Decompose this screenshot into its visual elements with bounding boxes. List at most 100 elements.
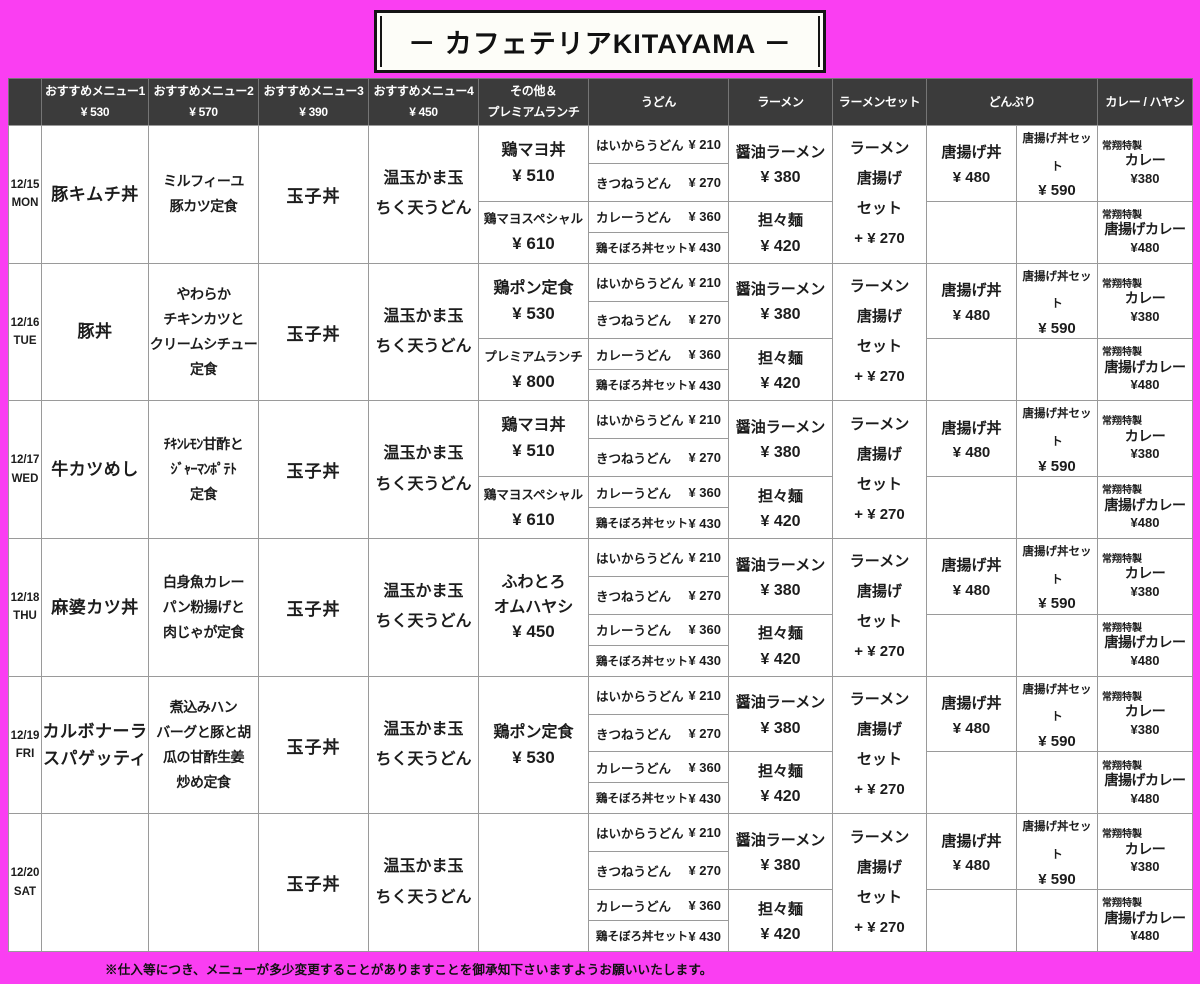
donburi-set-price: ¥ 590 <box>1038 870 1076 888</box>
donburi-name: 唐揚げ丼 <box>941 419 1002 437</box>
cell-donburi: 唐揚げ丼 ¥ 480 <box>926 400 1017 478</box>
cell-udon-item: きつねうどん ¥ 270 <box>588 300 729 340</box>
cell-recommend1: カルボナーラ スパゲッティ <box>41 675 149 815</box>
curry-price: ¥480 <box>1130 515 1160 531</box>
curry-name: カレー <box>1124 840 1166 857</box>
udon-price: ¥ 270 <box>688 587 721 603</box>
curry-name: 唐揚げカレー <box>1104 221 1187 238</box>
header-other-premium: その他＆ プレミアムランチ <box>478 78 589 126</box>
menu-item-name: 鶏マヨスペシャル <box>483 487 584 502</box>
menu-item-name: 鶏ポン定食 <box>493 279 574 297</box>
menu-item-price: ¥ 610 <box>512 509 555 529</box>
cell-udon-item: 鶏そぼろ丼セット ¥ 430 <box>588 231 729 264</box>
cell-udon-item: きつねうどん ¥ 270 <box>588 438 729 478</box>
udon-name: 鶏そぼろ丼セット <box>596 380 688 393</box>
cell-other-bottom: プレミアムランチ ¥ 800 <box>478 338 589 402</box>
cell-udon-item: きつねうどん ¥ 270 <box>588 713 729 753</box>
udon-name: はいからうどん <box>596 827 684 842</box>
table-header: おすすめメニュー1 ¥ 530 おすすめメニュー2 ¥ 570 おすすめメニュー… <box>8 78 1193 126</box>
curry-tag: 常翔特製 <box>1102 553 1142 565</box>
menu-subrow: 鶏そぼろ丼セット ¥ 430 <box>9 231 1193 264</box>
cell-recommend3: 玉子丼 <box>258 400 369 540</box>
menu-item-price: ¥ 450 <box>512 622 555 642</box>
udon-price: ¥ 360 <box>688 759 721 775</box>
curry-name: カレー <box>1124 290 1166 307</box>
cell-curry-top: 常翔特製 カレー ¥380 <box>1097 400 1193 478</box>
cell-udon-item: 鶏そぼろ丼セット ¥ 430 <box>588 507 729 540</box>
curry-name: 唐揚げカレー <box>1104 772 1187 789</box>
cell-curry-bottom: 常翔特製 唐揚げカレー ¥480 <box>1097 476 1193 540</box>
cell-udon-item: はいからうどん ¥ 210 <box>588 675 729 715</box>
donburi-set-price: ¥ 590 <box>1038 319 1076 337</box>
udon-price: ¥ 210 <box>688 136 721 152</box>
cell-recommend1: 牛カツめし <box>41 400 149 540</box>
curry-price: ¥380 <box>1130 308 1160 324</box>
udon-name: 鶏そぼろ丼セット <box>596 931 688 944</box>
cell-donburi: 唐揚げ丼 ¥ 480 <box>926 675 1017 753</box>
ramen-price: ¥ 420 <box>760 650 801 668</box>
udon-name: きつねうどん <box>596 452 672 467</box>
cell-recommend3: 玉子丼 <box>258 538 369 677</box>
cell-curry-top: 常翔特製 カレー ¥380 <box>1097 813 1193 891</box>
cell-recommend1: 麻婆カツ丼 <box>41 538 149 677</box>
udon-price: ¥ 360 <box>688 484 721 500</box>
udon-price: ¥ 210 <box>688 412 721 428</box>
udon-name: 鶏そぼろ丼セット <box>596 655 688 668</box>
menu-table: おすすめメニュー1 ¥ 530 おすすめメニュー2 ¥ 570 おすすめメニュー… <box>8 78 1193 953</box>
cell-ramen-set: ラーメン 唐揚げ セット + ¥ 270 <box>832 538 927 677</box>
header-recommend3: おすすめメニュー3 ¥ 390 <box>258 78 369 126</box>
menu-item-name: 鶏マヨ丼 <box>501 142 566 160</box>
menu-row-12-18: 12/18 THU 麻婆カツ丼 白身魚カレー パン粉揚げと 肉じゃが定食 玉子丼… <box>8 538 1193 677</box>
menu-item-price: ¥ 530 <box>512 747 555 767</box>
udon-name: 鶏そぼろ丼セット <box>596 242 688 255</box>
ramen-name: 担々麺 <box>757 487 803 505</box>
curry-tag: 常翔特製 <box>1102 485 1142 497</box>
udon-name: カレーうどん <box>596 348 672 363</box>
cell-udon-item: きつねうどん ¥ 270 <box>588 162 729 202</box>
cell-recommend2: 白身魚カレー パン粉揚げと 肉じゃが定食 <box>148 538 259 677</box>
ramen-name: 担々麺 <box>757 625 803 643</box>
udon-name: 鶏そぼろ丼セット <box>596 793 688 806</box>
cell-donburi-empty <box>926 338 1017 402</box>
curry-price: ¥480 <box>1130 790 1160 806</box>
curry-tag: 常翔特製 <box>1102 347 1142 359</box>
cell-recommend1: 豚丼 <box>41 262 149 402</box>
udon-name: はいからうどん <box>596 414 684 429</box>
menu-row-12-20: 12/20 SAT 玉子丼 温玉かま玉 ちく天うどん はいからうどん ¥ 210 … <box>8 813 1193 953</box>
cell-recommend4: 温玉かま玉 ちく天うどん <box>368 538 479 677</box>
menu-row-12-17: 12/17 WED 牛カツめし ﾁｷﾝﾚﾓﾝ甘酢と ｼﾞｬｰﾏﾝﾎﾟﾃﾄ 定食 … <box>8 400 1193 540</box>
udon-name: きつねうどん <box>596 865 672 880</box>
cell-donburi-empty <box>926 613 1017 677</box>
curry-tag: 常翔特製 <box>1102 209 1142 221</box>
menu-subrow: プレミアムランチ ¥ 800 カレーうどん ¥ 360 担々麺 ¥ 420 常翔特… <box>9 338 1193 402</box>
cell-ramen-bottom: 担々麺 ¥ 420 <box>728 338 833 402</box>
disclaimer-note: ※仕入等につき、メニューが多少変更することがありますことを御承知下さいますようお… <box>105 962 713 977</box>
donburi-name: 唐揚げ丼 <box>941 557 1002 575</box>
cell-donburi-empty <box>926 889 1017 953</box>
cell-donburi-set-empty <box>1016 889 1098 953</box>
ramen-name: 醤油ラーメン <box>735 143 826 161</box>
donburi-price: ¥ 480 <box>952 581 991 599</box>
udon-price: ¥ 270 <box>688 312 721 328</box>
udon-name: きつねうどん <box>596 314 672 329</box>
curry-price: ¥380 <box>1130 170 1160 186</box>
menu-item-name: ふわとろ オムハヤシ <box>493 573 574 616</box>
ramen-price: ¥ 380 <box>760 168 801 186</box>
curry-price: ¥480 <box>1130 652 1160 668</box>
date-cell: 12/17 WED <box>8 400 42 540</box>
date-cell: 12/20 SAT <box>8 813 42 953</box>
date-cell: 12/15 MON <box>8 125 42 264</box>
donburi-name: 唐揚げ丼 <box>941 695 1002 713</box>
menu-item-name: 鶏ポン定食 <box>493 723 574 741</box>
cell-donburi-set-empty <box>1016 476 1098 540</box>
cell-ramen-bottom: 担々麺 ¥ 420 <box>728 613 833 677</box>
udon-price: ¥ 430 <box>688 653 721 669</box>
udon-name: カレーうどん <box>596 624 672 639</box>
curry-tag: 常翔特製 <box>1102 760 1142 772</box>
udon-name: カレーうどん <box>596 211 672 226</box>
cell-recommend4: 温玉かま玉 ちく天うどん <box>368 125 479 264</box>
menu-subrow: きつねうどん ¥ 270 <box>9 300 1193 340</box>
cell-donburi-set: 唐揚げ丼セット ¥ 590 <box>1016 675 1098 753</box>
donburi-set-name: 唐揚げ丼セット <box>1022 133 1092 173</box>
udon-name: はいからうどん <box>596 551 684 566</box>
